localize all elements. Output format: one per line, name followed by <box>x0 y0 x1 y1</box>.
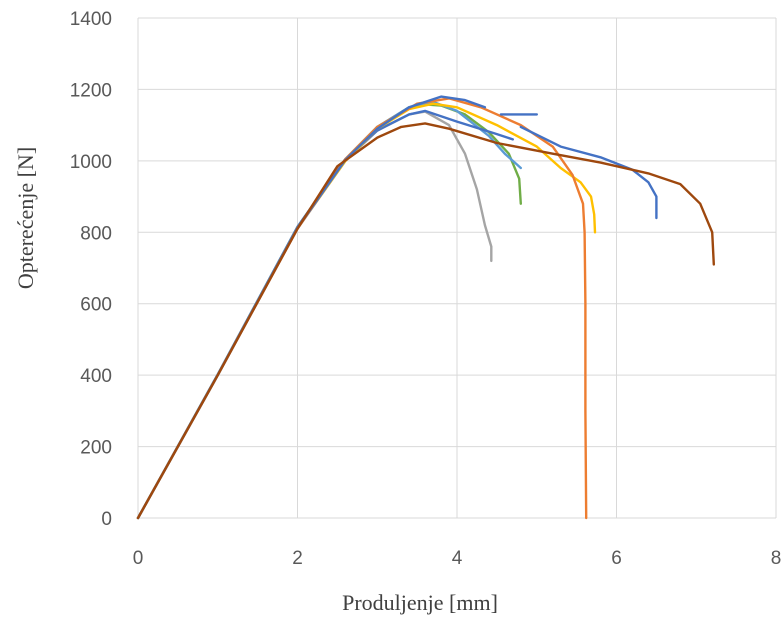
series-line-5 <box>136 102 597 520</box>
y-tick-label: 600 <box>80 295 112 316</box>
series-line-10 <box>136 122 715 520</box>
x-tick-label: 4 <box>452 548 463 569</box>
y-axis-tick-labels: 0 200 400 600 800 1000 1200 1400 <box>70 9 112 530</box>
x-axis-tick-labels: 0 2 4 6 8 <box>133 548 782 569</box>
x-tick-label: 0 <box>133 548 144 569</box>
y-tick-label: 800 <box>80 223 112 244</box>
y-tick-label: 1400 <box>70 9 112 30</box>
y-axis-title: Opterećenje [N] <box>13 147 38 289</box>
plot-gridlines <box>137 17 777 519</box>
x-tick-label: 2 <box>292 548 303 569</box>
y-tick-label: 0 <box>101 509 112 530</box>
x-tick-label: 6 <box>611 548 622 569</box>
y-tick-label: 1000 <box>70 152 112 173</box>
x-tick-label: 8 <box>771 548 782 569</box>
series-line-3 <box>136 100 522 520</box>
series-line-2 <box>136 103 522 520</box>
series-line-1 <box>136 110 493 520</box>
x-axis-title: Produljenje [mm] <box>342 590 498 615</box>
y-tick-label: 1200 <box>70 80 112 101</box>
series-line-7 <box>136 95 487 520</box>
y-tick-label: 200 <box>80 438 112 459</box>
y-tick-label: 400 <box>80 366 112 387</box>
plot-series-group <box>136 95 715 520</box>
series-line-9 <box>519 125 658 220</box>
